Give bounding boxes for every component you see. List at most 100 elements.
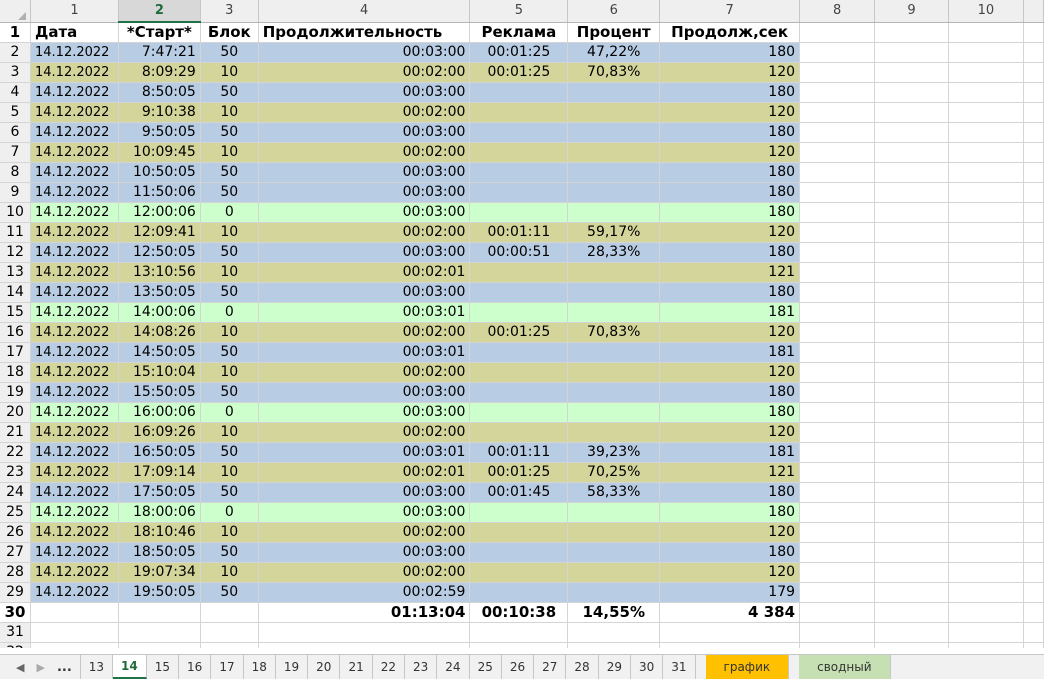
tab-sheet-31[interactable]: 31 — [663, 655, 696, 679]
empty-cell[interactable] — [874, 402, 949, 423]
cell-block[interactable]: 0 — [200, 402, 259, 423]
total-seconds[interactable]: 4 384 — [659, 602, 801, 623]
row-header[interactable]: 21 — [0, 422, 31, 443]
cell-block[interactable]: 50 — [200, 242, 259, 263]
cell-sec[interactable]: 180 — [659, 382, 801, 403]
cell-start[interactable]: 8:09:29 — [118, 62, 201, 83]
cell-ad[interactable] — [469, 262, 569, 283]
empty-cell[interactable] — [1023, 562, 1044, 583]
empty-cell[interactable] — [874, 642, 949, 648]
empty-cell[interactable] — [948, 302, 1025, 323]
cell-block[interactable]: 10 — [200, 362, 259, 383]
empty-cell[interactable] — [200, 602, 259, 623]
column-header-8[interactable]: 8 — [799, 0, 876, 23]
cell-block[interactable]: 50 — [200, 42, 259, 63]
tab-sheet-29[interactable]: 29 — [598, 655, 631, 679]
empty-cell[interactable] — [799, 142, 876, 163]
empty-cell[interactable] — [799, 482, 876, 503]
cell-pct[interactable] — [567, 122, 661, 143]
tab-sheet-22[interactable]: 22 — [372, 655, 405, 679]
column-header-3[interactable]: 3 — [200, 0, 259, 23]
cell-start[interactable]: 19:50:05 — [118, 582, 201, 603]
cell-pct[interactable] — [567, 342, 661, 363]
row-header[interactable]: 10 — [0, 202, 31, 223]
cell-sec[interactable]: 180 — [659, 242, 801, 263]
tab-grafik[interactable]: график — [705, 655, 790, 679]
empty-cell[interactable] — [799, 282, 876, 303]
empty-cell[interactable] — [799, 102, 876, 123]
cell-dur[interactable]: 00:02:00 — [258, 422, 471, 443]
empty-cell[interactable] — [948, 482, 1025, 503]
cell-block[interactable]: 50 — [200, 82, 259, 103]
empty-cell[interactable] — [948, 602, 1025, 623]
tab-sheet-21[interactable]: 21 — [340, 655, 373, 679]
cell-dur[interactable]: 00:02:00 — [258, 322, 471, 343]
empty-cell[interactable] — [1023, 502, 1044, 523]
cell-sec[interactable]: 121 — [659, 262, 801, 283]
cell-block[interactable]: 10 — [200, 562, 259, 583]
cell-block[interactable]: 50 — [200, 442, 259, 463]
empty-cell[interactable] — [874, 202, 949, 223]
row-header[interactable]: 5 — [0, 102, 31, 123]
empty-cell[interactable] — [874, 622, 949, 643]
cell-start[interactable]: 18:00:06 — [118, 502, 201, 523]
cell-date[interactable]: 14.12.2022 — [30, 502, 119, 523]
empty-cell[interactable] — [874, 382, 949, 403]
cell-start[interactable]: 12:00:06 — [118, 202, 201, 223]
empty-cell[interactable] — [30, 622, 119, 643]
cell-pct[interactable] — [567, 542, 661, 563]
cell-start[interactable]: 18:50:05 — [118, 542, 201, 563]
empty-cell[interactable] — [799, 182, 876, 203]
cell-block[interactable]: 10 — [200, 262, 259, 283]
tab-sheet-28[interactable]: 28 — [566, 655, 599, 679]
empty-cell[interactable] — [874, 442, 949, 463]
cell-sec[interactable]: 120 — [659, 142, 801, 163]
cell-start[interactable]: 12:50:05 — [118, 242, 201, 263]
cell-start[interactable]: 15:10:04 — [118, 362, 201, 383]
cell-block[interactable]: 10 — [200, 522, 259, 543]
cell-sec[interactable]: 120 — [659, 522, 801, 543]
cell-date[interactable]: 14.12.2022 — [30, 482, 119, 503]
empty-cell[interactable] — [948, 502, 1025, 523]
row-header[interactable]: 22 — [0, 442, 31, 463]
header-cell-c5[interactable]: Реклама — [469, 22, 569, 43]
cell-ad[interactable]: 00:01:45 — [469, 482, 569, 503]
cell-dur[interactable]: 00:03:00 — [258, 482, 471, 503]
empty-cell[interactable] — [659, 642, 801, 648]
column-header-2[interactable]: 2 — [118, 0, 201, 23]
column-header-4[interactable]: 4 — [258, 0, 471, 23]
cell-ad[interactable]: 00:01:25 — [469, 42, 569, 63]
cell-dur[interactable]: 00:02:00 — [258, 142, 471, 163]
more-sheets-button[interactable]: ... — [56, 659, 72, 675]
empty-cell[interactable] — [118, 602, 201, 623]
cell-ad[interactable] — [469, 102, 569, 123]
empty-cell[interactable] — [1023, 302, 1044, 323]
cell-dur[interactable]: 00:03:01 — [258, 442, 471, 463]
empty-cell[interactable] — [1023, 582, 1044, 603]
cell-ad[interactable]: 00:00:51 — [469, 242, 569, 263]
cell-pct[interactable] — [567, 282, 661, 303]
empty-cell[interactable] — [1023, 242, 1044, 263]
cell-sec[interactable]: 180 — [659, 42, 801, 63]
row-header[interactable]: 32 — [0, 642, 31, 648]
cell-block[interactable]: 50 — [200, 542, 259, 563]
empty-cell[interactable] — [948, 242, 1025, 263]
row-header[interactable]: 11 — [0, 222, 31, 243]
cell-dur[interactable]: 00:03:00 — [258, 162, 471, 183]
cell-ad[interactable] — [469, 302, 569, 323]
empty-cell[interactable] — [799, 222, 876, 243]
empty-cell[interactable] — [799, 82, 876, 103]
cell-ad[interactable] — [469, 502, 569, 523]
cell-date[interactable]: 14.12.2022 — [30, 342, 119, 363]
empty-cell[interactable] — [874, 542, 949, 563]
empty-cell[interactable] — [874, 122, 949, 143]
empty-cell[interactable] — [799, 202, 876, 223]
row-header[interactable]: 14 — [0, 282, 31, 303]
empty-cell[interactable] — [799, 502, 876, 523]
cell-block[interactable]: 50 — [200, 182, 259, 203]
empty-cell[interactable] — [948, 422, 1025, 443]
cell-start[interactable]: 19:07:34 — [118, 562, 201, 583]
cell-date[interactable]: 14.12.2022 — [30, 402, 119, 423]
cell-date[interactable]: 14.12.2022 — [30, 362, 119, 383]
cell-block[interactable]: 50 — [200, 382, 259, 403]
